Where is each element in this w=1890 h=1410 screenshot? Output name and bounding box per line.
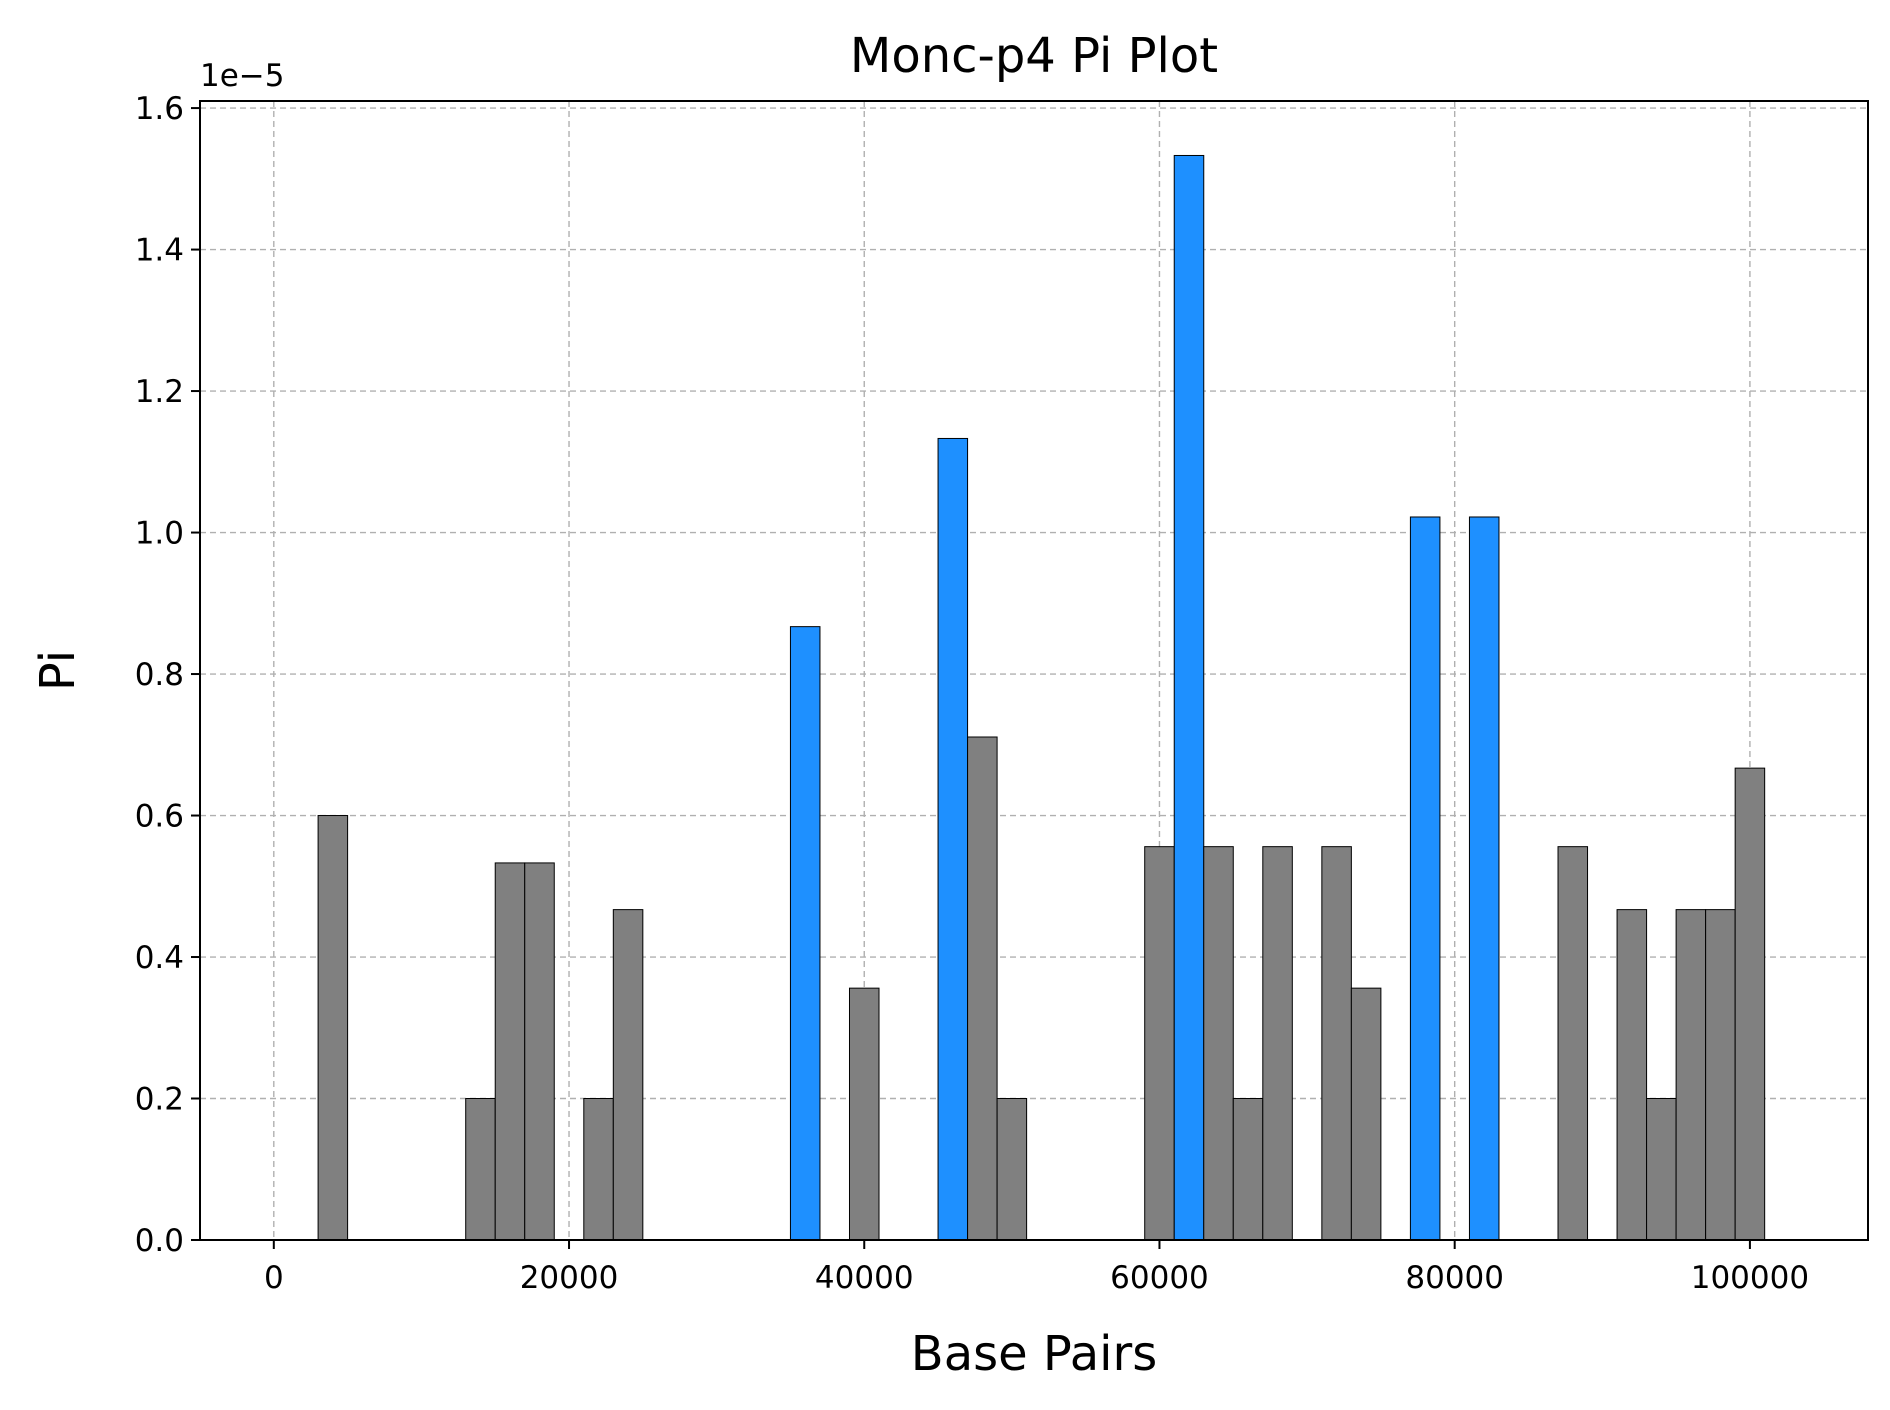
bars: [317, 154, 1766, 1241]
y-tick-label: 0.8: [135, 657, 184, 693]
bar: [1203, 846, 1234, 1241]
bar: [1734, 767, 1766, 1241]
plot-frame: [199, 100, 1869, 1241]
grid-lines: [200, 101, 1868, 1241]
x-axis-label: Base Pairs: [911, 1326, 1157, 1382]
bar-highlight: [789, 626, 821, 1241]
bar: [1675, 909, 1707, 1241]
bar: [967, 736, 998, 1241]
bar: [1646, 1098, 1677, 1241]
x-axis-ticks: 0 20000 40000 60000 80000 100000: [264, 1240, 1809, 1296]
y-tick-label: 1.4: [135, 233, 184, 269]
bar: [1705, 909, 1736, 1241]
x-tick-label: 40000: [815, 1260, 914, 1296]
bar-highlight: [1409, 516, 1441, 1241]
x-tick-label: 0: [264, 1260, 284, 1296]
y-tick-label: 0.0: [135, 1223, 184, 1259]
bar-highlight: [1173, 154, 1205, 1241]
y-tick-label: 0.6: [135, 799, 184, 835]
y-tick-label: 0.2: [135, 1082, 184, 1118]
bar: [1557, 846, 1589, 1241]
y-tick-label: 1.6: [135, 91, 184, 127]
x-tick-label: 60000: [1110, 1260, 1209, 1296]
x-tick-label: 80000: [1405, 1260, 1504, 1296]
x-tick-label: 20000: [520, 1260, 619, 1296]
bar: [1350, 987, 1382, 1241]
y-axis-ticks: 0.0 0.2 0.4 0.6 0.8 1.0 1.2 1.4 1.6: [135, 91, 200, 1259]
bar: [1262, 846, 1293, 1241]
bar-highlight: [937, 437, 969, 1241]
y-tick-label: 0.4: [135, 940, 184, 976]
y-tick-label: 1.2: [135, 374, 184, 410]
bar: [317, 815, 349, 1241]
bar: [494, 862, 526, 1241]
bar: [465, 1098, 496, 1241]
bar: [996, 1098, 1028, 1241]
bar: [1321, 846, 1352, 1241]
bar: [583, 1098, 614, 1241]
bar: [1232, 1098, 1264, 1241]
bar: [524, 862, 555, 1241]
bar: [1616, 909, 1648, 1241]
bar: [848, 987, 880, 1241]
y-tick-label: 1.0: [135, 516, 184, 552]
y-axis-offset-label: 1e−5: [200, 58, 285, 94]
y-axis-label: Pi: [30, 650, 86, 691]
bar-highlight: [1468, 516, 1500, 1241]
chart-title: Monc-p4 Pi Plot: [850, 28, 1218, 84]
bar: [612, 909, 644, 1241]
x-tick-label: 100000: [1691, 1260, 1809, 1296]
bar: [1144, 846, 1175, 1241]
